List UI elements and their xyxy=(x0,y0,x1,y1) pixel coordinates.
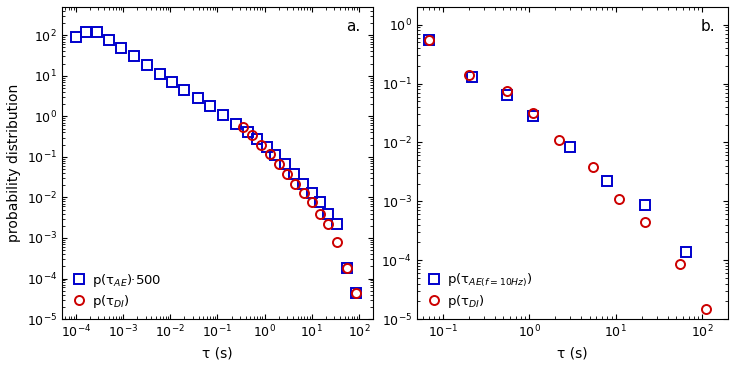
p(τ$_{AE}$)·500 xyxy=(262,144,271,149)
p(τ$_{AE}$)·500 xyxy=(298,181,307,186)
p(τ$_{AE}$)·500 xyxy=(71,35,80,39)
p(τ$_{AE(f=10Hz)}$) xyxy=(425,38,434,42)
p(τ$_{AE}$)·500 xyxy=(333,222,342,226)
Text: a.: a. xyxy=(346,19,361,34)
p(τ$_{DI}$) xyxy=(465,73,473,77)
X-axis label: τ (s): τ (s) xyxy=(202,346,233,360)
p(τ$_{AE}$)·500 xyxy=(155,72,164,76)
p(τ$_{DI}$) xyxy=(351,290,360,295)
p(τ$_{DI}$) xyxy=(239,125,248,129)
p(τ$_{DI}$) xyxy=(248,132,257,137)
p(τ$_{DI}$) xyxy=(307,200,316,205)
p(τ$_{DI}$) xyxy=(315,211,324,216)
p(τ$_{DI}$) xyxy=(528,110,537,115)
Text: b.: b. xyxy=(701,19,716,34)
p(τ$_{AE(f=10Hz)}$) xyxy=(681,249,690,254)
p(τ$_{AE}$)·500 xyxy=(244,130,253,135)
p(τ$_{DI}$) xyxy=(675,262,684,266)
p(τ$_{AE}$)·500 xyxy=(180,88,189,92)
p(τ$_{DI}$) xyxy=(554,138,563,142)
p(τ$_{AE}$)·500 xyxy=(104,38,113,43)
p(τ$_{AE}$)·500 xyxy=(93,30,101,34)
p(τ$_{AE}$)·500 xyxy=(168,80,176,84)
Line: p(τ$_{DI}$): p(τ$_{DI}$) xyxy=(239,122,360,297)
p(τ$_{DI}$) xyxy=(323,222,332,226)
p(τ$_{AE(f=10Hz)}$) xyxy=(566,144,575,149)
p(τ$_{DI}$) xyxy=(614,197,623,201)
p(τ$_{DI}$) xyxy=(291,181,300,186)
p(τ$_{DI}$) xyxy=(502,89,511,93)
p(τ$_{AE}$)·500 xyxy=(343,266,351,270)
p(τ$_{DI}$) xyxy=(425,38,434,42)
p(τ$_{AE}$)·500 xyxy=(315,200,324,205)
p(τ$_{DI}$) xyxy=(343,266,351,270)
p(τ$_{DI}$) xyxy=(589,165,598,169)
Line: p(τ$_{DI}$): p(τ$_{DI}$) xyxy=(425,36,710,313)
p(τ$_{AE}$)·500 xyxy=(218,112,227,117)
p(τ$_{AE}$)·500 xyxy=(323,211,332,216)
p(τ$_{AE}$)·500 xyxy=(351,290,360,295)
p(τ$_{DI}$) xyxy=(300,190,309,195)
p(τ$_{AE}$)·500 xyxy=(193,96,202,101)
p(τ$_{AE}$)·500 xyxy=(307,190,316,195)
Y-axis label: probability distribution: probability distribution xyxy=(7,84,21,242)
p(τ$_{DI}$) xyxy=(257,142,265,147)
p(τ$_{AE}$)·500 xyxy=(129,54,138,59)
p(τ$_{AE}$)·500 xyxy=(143,63,151,68)
p(τ$_{AE}$)·500 xyxy=(271,153,280,157)
p(τ$_{DI}$) xyxy=(701,306,710,311)
p(τ$_{AE(f=10Hz)}$) xyxy=(641,203,650,208)
Legend: p(τ$_{AE(f=10Hz)}$), p(τ$_{DI}$): p(τ$_{AE(f=10Hz)}$), p(τ$_{DI}$) xyxy=(423,269,535,312)
p(τ$_{AE}$)·500 xyxy=(81,30,90,34)
p(τ$_{DI}$) xyxy=(283,172,292,176)
p(τ$_{AE(f=10Hz)}$) xyxy=(603,179,612,184)
p(τ$_{AE}$)·500 xyxy=(117,46,126,50)
p(τ$_{AE(f=10Hz)}$) xyxy=(502,92,511,97)
p(τ$_{AE(f=10Hz)}$) xyxy=(468,75,477,79)
p(τ$_{DI}$) xyxy=(265,152,274,156)
p(τ$_{AE}$)·500 xyxy=(290,172,298,176)
Line: p(τ$_{AE(f=10Hz)}$): p(τ$_{AE(f=10Hz)}$) xyxy=(425,36,690,256)
X-axis label: τ (s): τ (s) xyxy=(557,346,588,360)
p(τ$_{DI}$) xyxy=(641,219,650,224)
Legend: p(τ$_{AE}$)·500, p(τ$_{DI}$): p(τ$_{AE}$)·500, p(τ$_{DI}$) xyxy=(68,269,164,312)
p(τ$_{DI}$) xyxy=(333,240,342,244)
p(τ$_{DI}$) xyxy=(274,162,283,167)
p(τ$_{AE}$)·500 xyxy=(281,162,290,167)
p(τ$_{AE}$)·500 xyxy=(206,104,215,108)
Line: p(τ$_{AE}$)·500: p(τ$_{AE}$)·500 xyxy=(71,28,360,297)
p(τ$_{AE}$)·500 xyxy=(253,137,262,141)
p(τ$_{AE}$)·500 xyxy=(232,122,240,126)
p(τ$_{AE(f=10Hz)}$) xyxy=(528,114,537,118)
